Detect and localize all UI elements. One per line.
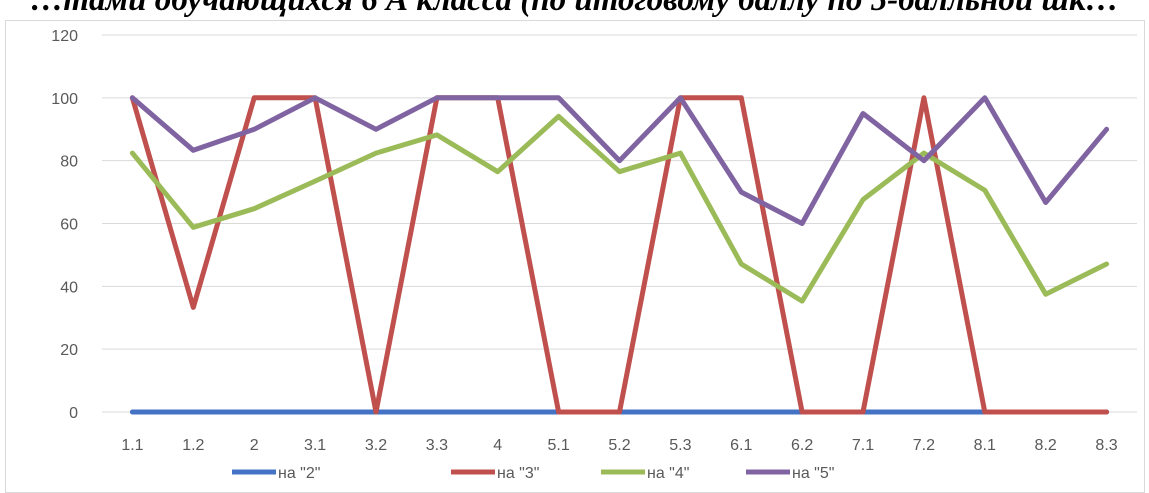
x-tick-label: 4: [493, 437, 502, 454]
y-tick-label: 0: [69, 405, 78, 422]
x-tick-label: 5.3: [669, 437, 691, 454]
x-tick-label: 6.1: [730, 437, 752, 454]
y-tick-label: 20: [60, 342, 78, 359]
x-tick-label: 5.2: [608, 437, 630, 454]
series-line-2: [129, 95, 1110, 415]
series-line-3: [129, 113, 1110, 304]
x-tick-label: 8.2: [1035, 437, 1057, 454]
x-tick-label: 7.1: [852, 437, 874, 454]
x-tick-label: 3.1: [304, 437, 326, 454]
gridlines: [102, 34, 1137, 413]
y-tick-label: 100: [51, 91, 78, 108]
y-axis-ticks: 0 20 40 60 80 100 120: [51, 28, 78, 422]
x-tick-label: 1.2: [182, 437, 204, 454]
y-tick-label: 80: [60, 154, 78, 171]
chart-title: …тами обучающихся 6 А класса (по итогово…: [30, 0, 1119, 18]
series-lines: [129, 95, 1110, 415]
x-tick-label: 3.2: [365, 437, 387, 454]
y-tick-label: 120: [51, 28, 78, 45]
legend-label-3: на "4": [647, 465, 689, 482]
legend-label-2: на "3": [497, 465, 539, 482]
x-tick-label: 7.2: [913, 437, 935, 454]
legend-label-4: на "5": [792, 465, 834, 482]
x-tick-label: 1.1: [121, 437, 143, 454]
legend: на "2" на "3" на "4" на "5": [232, 465, 834, 482]
legend-label-1: на "2": [278, 465, 320, 482]
x-tick-label: 8.1: [974, 437, 996, 454]
y-tick-label: 40: [60, 279, 78, 296]
x-tick-label: 2: [250, 437, 259, 454]
x-tick-label: 6.2: [791, 437, 813, 454]
series-line-4: [129, 95, 1110, 226]
x-axis-ticks: 1.1 1.2 2 3.1 3.2 3.3 4 5.1 5.2 5.3 6.1 6.2 7.1 7.2 8.…: [121, 437, 1117, 454]
x-tick-label: 5.1: [547, 437, 569, 454]
x-tick-label: 8.3: [1095, 437, 1117, 454]
y-tick-label: 60: [60, 217, 78, 234]
x-tick-label: 3.3: [426, 437, 448, 454]
